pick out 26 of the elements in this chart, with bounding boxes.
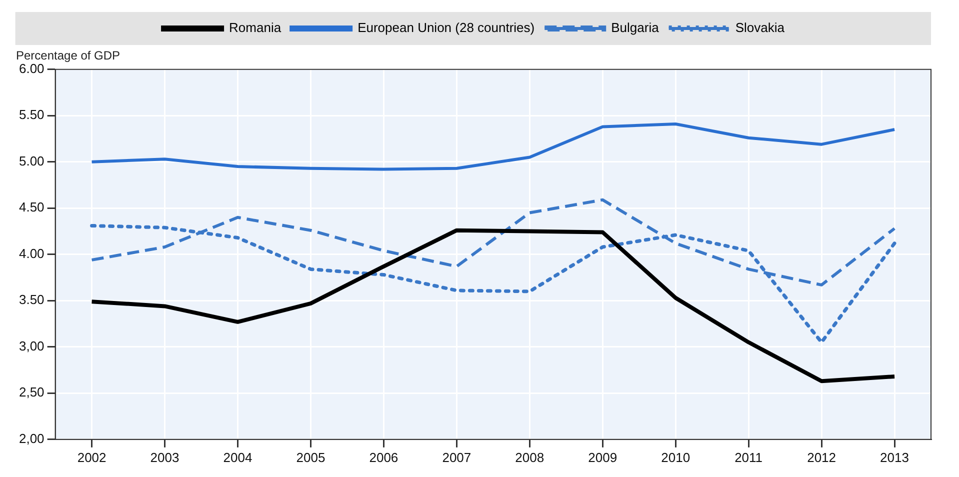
text: 3.50 <box>18 292 44 308</box>
text: 5.00 <box>18 153 44 168</box>
x-tick-label: 2009 <box>588 450 618 465</box>
text: 4.50 <box>18 200 44 215</box>
legend-label: Slovakia <box>735 20 786 36</box>
y-tick-label: 2,50 <box>18 384 44 400</box>
legend-label: European Union (28 countries) <box>358 20 535 36</box>
x-tick-label: 2011 <box>734 450 763 465</box>
x-tick-label: 2012 <box>807 450 836 465</box>
x-tick-label: 2006 <box>369 450 398 465</box>
legend-label: Romania <box>229 20 282 36</box>
x-tick-label: 2013 <box>880 450 909 465</box>
x-tick-label: 2003 <box>150 450 180 465</box>
y-axis-title: Percentage of GDP <box>16 48 120 63</box>
text: 6.00 <box>18 60 44 76</box>
text: 4.00 <box>18 246 44 261</box>
legend-label: Bulgaria <box>611 20 660 36</box>
x-tick-label: 2005 <box>296 450 326 465</box>
x-tick-label: 2010 <box>661 450 690 465</box>
x-tick-label: 2007 <box>442 450 472 465</box>
x-tick-label: 2002 <box>77 450 106 465</box>
y-tick-label: 2,00 <box>18 430 44 446</box>
x-tick-label: 2004 <box>223 450 252 465</box>
x-tick-label: 2008 <box>515 450 544 465</box>
y-tick-label: 3,00 <box>18 338 44 354</box>
text: 5.50 <box>18 107 44 122</box>
